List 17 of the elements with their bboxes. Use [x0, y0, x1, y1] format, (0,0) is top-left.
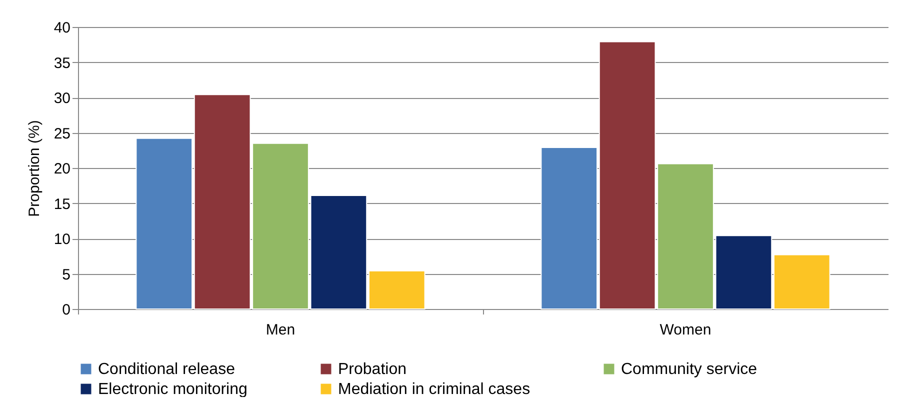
y-tick-label: 5 — [62, 266, 70, 284]
x-tick-label: Men — [266, 322, 296, 338]
x-tick-label: Women — [660, 322, 712, 338]
y-tick-label: 40 — [54, 20, 70, 36]
y-tick-label: 15 — [54, 196, 70, 213]
y-axis-title: Proportion (%) — [26, 120, 43, 217]
y-tick-label: 20 — [54, 160, 70, 178]
legend-label: Mediation in criminal cases — [338, 381, 530, 398]
y-tick-label: 30 — [54, 90, 70, 107]
y-tick-label: 0 — [62, 302, 70, 318]
legend-label: Conditional release — [98, 361, 236, 378]
legend-label: Probation — [338, 361, 406, 378]
legend-label: Community service — [621, 361, 758, 378]
legend-label: Electronic monitoring — [98, 381, 248, 398]
y-tick-label: 10 — [54, 231, 70, 248]
y-tick-label: 25 — [54, 125, 70, 142]
y-tick-label: 35 — [54, 54, 70, 72]
